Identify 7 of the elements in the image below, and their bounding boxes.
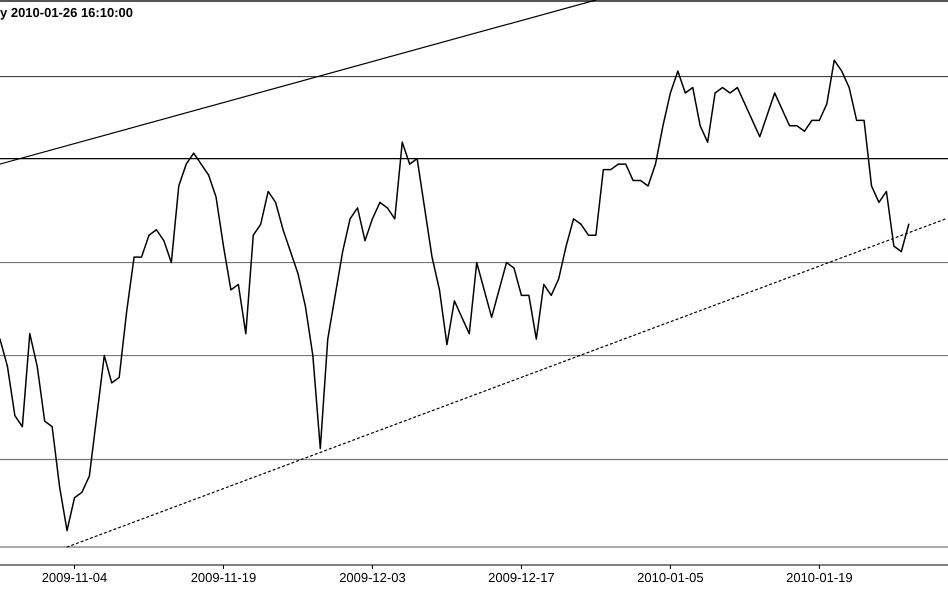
chart-title: y 2010-01-26 16:10:00 <box>0 5 133 20</box>
x-tick-label: 2009-12-03 <box>339 570 406 585</box>
x-tick-label: 2009-11-04 <box>42 570 108 585</box>
x-tick-label: 2009-12-17 <box>488 570 555 585</box>
x-tick-label: 2010-01-19 <box>786 570 853 585</box>
x-tick-label: 2009-11-19 <box>190 570 256 585</box>
x-tick-label: 2010-01-05 <box>637 570 704 585</box>
